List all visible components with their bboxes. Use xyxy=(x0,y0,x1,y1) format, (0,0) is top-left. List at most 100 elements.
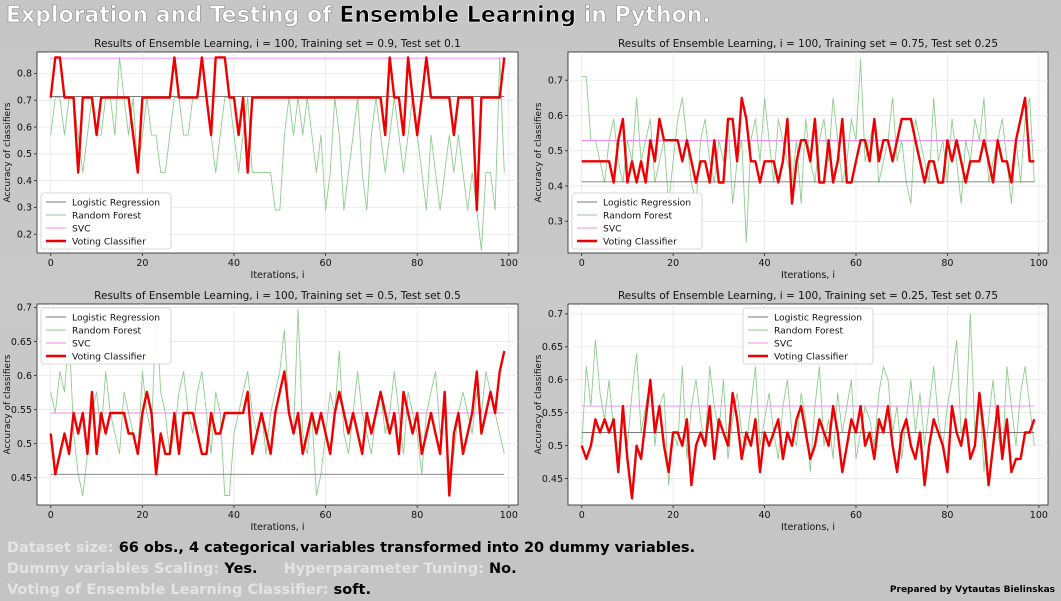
x-tick-label: 100 xyxy=(1030,510,1048,521)
chart-title: Results of Ensemble Learning, i = 100, T… xyxy=(618,38,998,50)
y-tick-label: 0.2 xyxy=(17,230,32,241)
y-tick-label: 0.5 xyxy=(548,146,563,157)
series-line-voting-classifier xyxy=(581,96,1035,205)
chart-legend: Logistic Regression Random Forest SVC Votin… xyxy=(40,192,172,250)
legend-label-random-forest: Random Forest xyxy=(774,325,844,336)
page-title: Exploration and Testing of Ensemble Lear… xyxy=(6,3,711,29)
x-axis-label: Iterations, i xyxy=(251,522,305,533)
series-line-voting-classifier xyxy=(580,378,1036,500)
y-tick-label: 0.6 xyxy=(548,111,563,122)
y-axis-label: Accuracy of classifiers xyxy=(3,102,13,202)
tuning-value: No. xyxy=(488,561,517,577)
y-tick-label: 0.5 xyxy=(17,439,32,450)
x-tick-label: 0 xyxy=(48,258,54,269)
footer-line-1: Dataset size: 66 obs., 4 categorical var… xyxy=(7,540,695,556)
x-tick-label: 60 xyxy=(850,510,862,521)
chart-4: Results of Ensemble Learning, i = 100, T… xyxy=(534,290,1049,533)
y-tick-label: 0.55 xyxy=(11,405,32,416)
x-tick-label: 100 xyxy=(1030,258,1048,269)
legend-label-logistic-regression: Logistic Regression xyxy=(603,197,691,208)
dataset-size-label: Dataset size: xyxy=(7,540,119,556)
x-tick-label: 0 xyxy=(48,510,54,521)
tuning-label: Hyperparameter Tuning: xyxy=(283,561,489,577)
scaling-label: Dummy variables Scaling: xyxy=(7,561,225,577)
x-axis-label: Iterations, i xyxy=(251,270,305,281)
x-tick-label: 100 xyxy=(500,258,518,269)
y-tick-label: 0.6 xyxy=(548,375,563,386)
legend-box xyxy=(40,192,172,250)
legend-box xyxy=(742,307,874,365)
legend-label-random-forest: Random Forest xyxy=(603,210,673,221)
series-line-voting-classifier xyxy=(49,56,506,212)
scaling-value: Yes. xyxy=(224,561,258,577)
series-line-random-forest xyxy=(50,309,505,496)
y-axis-label: Accuracy of classifiers xyxy=(534,102,544,202)
legend-label-random-forest: Random Forest xyxy=(72,325,142,336)
x-tick-label: 0 xyxy=(579,510,585,521)
y-tick-label: 0.3 xyxy=(17,203,32,214)
chart-1: Results of Ensemble Learning, i = 100, T… xyxy=(3,38,519,281)
y-tick-label: 0.7 xyxy=(548,76,563,87)
x-tick-label: 80 xyxy=(941,258,953,269)
y-axis-label: Accuracy of classifiers xyxy=(3,354,13,454)
x-tick-label: 60 xyxy=(320,510,332,521)
y-tick-label: 0.7 xyxy=(17,96,32,107)
x-tick-label: 40 xyxy=(759,258,771,269)
y-tick-label: 0.7 xyxy=(548,309,563,320)
series-line-voting-classifier xyxy=(49,350,506,497)
legend-label-voting-classifier: Voting Classifier xyxy=(72,351,146,362)
y-tick-label: 0.45 xyxy=(11,473,32,484)
x-tick-label: 100 xyxy=(500,510,518,521)
x-axis-label: Iterations, i xyxy=(781,270,835,281)
y-tick-label: 0.4 xyxy=(548,181,563,192)
chart-2: Results of Ensemble Learning, i = 100, T… xyxy=(534,38,1049,281)
series-line-random-forest xyxy=(50,56,505,251)
x-tick-label: 40 xyxy=(759,510,771,521)
x-tick-label: 60 xyxy=(850,258,862,269)
footer-line-2: Dummy variables Scaling: Yes. Hyperparame… xyxy=(7,561,517,577)
chart-title: Results of Ensemble Learning, i = 100, T… xyxy=(94,38,461,50)
chart-panel-3: Results of Ensemble Learning, i = 100, T… xyxy=(0,287,531,537)
dataset-size-value: 66 obs., 4 categorical variables transfo… xyxy=(118,540,696,556)
chart-legend: Logistic Regression Random Forest SVC Votin… xyxy=(40,307,172,365)
legend-box xyxy=(40,307,172,365)
x-axis-label: Iterations, i xyxy=(781,522,835,533)
x-tick-label: 40 xyxy=(228,510,240,521)
y-tick-label: 0.4 xyxy=(17,176,32,187)
y-tick-label: 0.5 xyxy=(17,149,32,160)
x-tick-label: 80 xyxy=(411,510,423,521)
chart-panel-1: Results of Ensemble Learning, i = 100, T… xyxy=(0,35,531,285)
y-tick-label: 0.7 xyxy=(17,303,32,314)
y-tick-label: 0.65 xyxy=(11,337,32,348)
chart-legend: Logistic Regression Random Forest SVC Votin… xyxy=(742,307,874,365)
x-tick-label: 20 xyxy=(667,258,679,269)
chart-panel-4: Results of Ensemble Learning, i = 100, T… xyxy=(531,287,1061,537)
y-tick-label: 0.5 xyxy=(548,441,563,452)
legend-box xyxy=(571,192,703,250)
x-tick-label: 20 xyxy=(136,258,148,269)
legend-label-voting-classifier: Voting Classifier xyxy=(72,236,146,247)
legend-label-logistic-regression: Logistic Regression xyxy=(72,312,160,323)
y-tick-label: 0.8 xyxy=(17,69,32,80)
legend-label-svc: SVC xyxy=(603,223,622,234)
x-tick-label: 80 xyxy=(941,510,953,521)
y-tick-label: 0.6 xyxy=(17,122,32,133)
legend-label-logistic-regression: Logistic Regression xyxy=(72,197,160,208)
chart-title: Results of Ensemble Learning, i = 100, T… xyxy=(618,290,998,302)
x-tick-label: 20 xyxy=(667,510,679,521)
footer-line-3: Voting of Ensemble Learning Classifier: … xyxy=(7,582,371,598)
x-tick-label: 0 xyxy=(579,258,585,269)
title-part-2: Ensemble Learning xyxy=(339,3,577,29)
x-tick-label: 40 xyxy=(228,258,240,269)
chart-3: Results of Ensemble Learning, i = 100, T… xyxy=(3,290,519,533)
chart-title: Results of Ensemble Learning, i = 100, T… xyxy=(94,290,461,302)
x-tick-label: 60 xyxy=(320,258,332,269)
title-part-1: Exploration and Testing of xyxy=(6,3,340,29)
chart-legend: Logistic Regression Random Forest SVC Votin… xyxy=(571,192,703,250)
voting-value: soft. xyxy=(333,582,371,598)
title-part-3: in Python. xyxy=(576,3,711,29)
y-tick-label: 0.6 xyxy=(17,371,32,382)
y-tick-label: 0.55 xyxy=(542,408,563,419)
legend-label-svc: SVC xyxy=(72,338,91,349)
voting-label: Voting of Ensemble Learning Classifier: xyxy=(7,582,334,598)
